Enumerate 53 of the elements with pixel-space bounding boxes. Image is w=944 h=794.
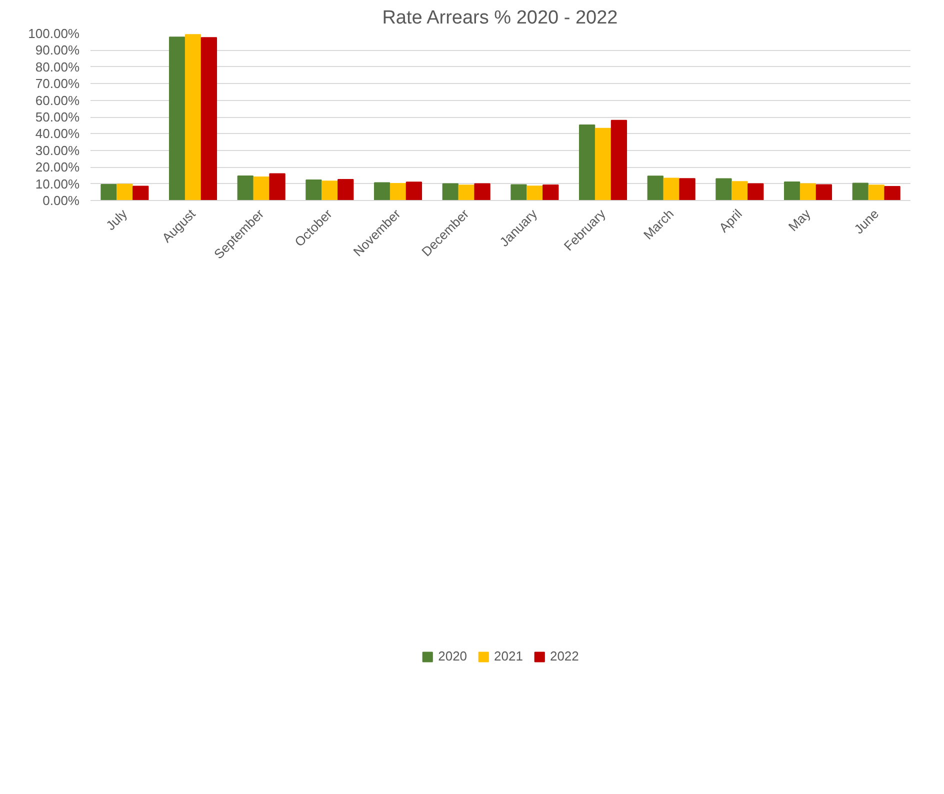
bar <box>200 37 218 200</box>
bar <box>458 184 474 200</box>
bar <box>390 182 406 200</box>
bar <box>610 120 628 200</box>
y-tick-label: 90.00% <box>35 42 80 58</box>
y-tick-label: 70.00% <box>35 76 80 92</box>
bar <box>322 180 338 200</box>
x-tick-label: May <box>785 206 814 234</box>
bar <box>868 184 884 200</box>
y-tick-label: 50.00% <box>35 110 80 124</box>
bar <box>594 128 612 200</box>
bar <box>116 184 133 200</box>
bar <box>184 34 202 200</box>
bar <box>884 186 900 200</box>
bar <box>306 179 322 200</box>
bar <box>338 178 354 200</box>
bar <box>716 178 732 200</box>
y-tick-label: 10.00% <box>35 176 80 192</box>
bar <box>406 182 422 200</box>
bar <box>100 184 117 200</box>
bar <box>474 183 490 200</box>
legend-label: 2020 <box>438 648 468 664</box>
y-tick-label: 0.00% <box>42 193 80 208</box>
bar <box>800 183 816 200</box>
bar <box>526 186 543 200</box>
legend-label: 2021 <box>494 648 523 664</box>
bar <box>542 184 559 200</box>
bar <box>269 173 286 200</box>
bar <box>784 181 800 200</box>
legend-label: 2022 <box>550 648 579 664</box>
y-tick-label: 20.00% <box>35 160 80 175</box>
bar <box>816 184 832 200</box>
bar <box>168 36 186 200</box>
bar <box>663 178 680 200</box>
bar <box>132 186 149 200</box>
bar <box>237 175 254 200</box>
bar <box>510 184 527 200</box>
bar <box>578 124 596 200</box>
bar <box>647 176 664 200</box>
y-tick-label: 100.00% <box>28 26 80 41</box>
bar <box>253 176 270 200</box>
y-tick-label: 80.00% <box>35 59 80 74</box>
bar <box>748 183 764 200</box>
x-tick-label: July <box>103 206 130 234</box>
bar <box>374 182 390 200</box>
bar <box>852 182 868 200</box>
chart-title: Rate Arrears % 2020 - 2022 <box>382 8 618 28</box>
y-tick-label: 30.00% <box>35 142 80 158</box>
y-tick-label: 60.00% <box>35 92 80 108</box>
bar <box>732 181 748 200</box>
bar <box>679 178 696 200</box>
bar <box>442 183 458 200</box>
y-tick-label: 40.00% <box>35 126 80 142</box>
